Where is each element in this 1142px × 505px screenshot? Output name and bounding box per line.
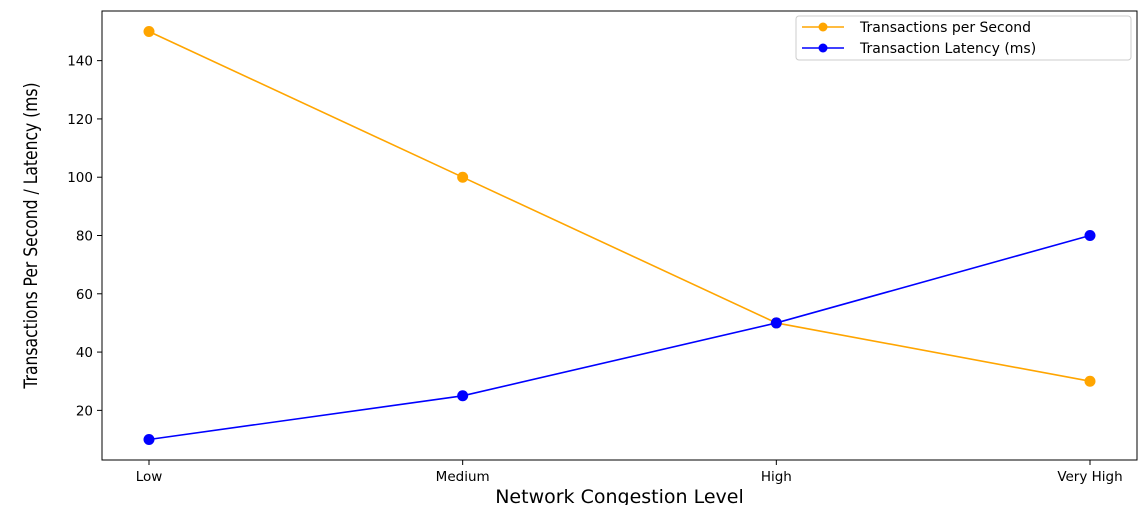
series-transactions-per-second: [143, 25, 1096, 387]
data-point-very-high: [1084, 375, 1096, 387]
data-point-low: [143, 434, 155, 446]
y-tick-label: 20: [76, 403, 93, 419]
data-point-medium: [457, 390, 469, 402]
y-tick-label: 40: [76, 345, 93, 361]
y-tick-label: 60: [76, 287, 93, 303]
y-tick-label: 120: [67, 112, 93, 128]
y-tick-label: 140: [67, 54, 93, 70]
plot-area: [143, 25, 1096, 446]
series-transaction-latency-ms: [143, 230, 1096, 446]
data-point-low: [143, 25, 155, 37]
data-point-very-high: [1084, 230, 1096, 241]
data-point-medium: [457, 171, 469, 183]
series-line: [148, 234, 1091, 441]
legend-frame: [795, 15, 1132, 61]
x-tick-label-medium: Medium: [436, 469, 490, 485]
x-tick-label-very-high: Very High: [1057, 469, 1122, 485]
y-axis-title: Transactions Per Second / Latency (ms): [21, 82, 43, 389]
y-tick-label: 80: [76, 229, 93, 245]
y-tick-label: 100: [67, 170, 93, 186]
legend-swatch-marker: [818, 43, 828, 53]
axes: [101, 10, 1138, 461]
legend-label: Transaction Latency (ms): [859, 41, 1036, 57]
tick-marks: 20 40 60 80 100 120 140 Low Medium High Very High: [67, 54, 1122, 485]
legend-label: Transactions per Second: [859, 20, 1031, 36]
legend-item-transactions-per-second: Transactions per Second: [802, 20, 1031, 36]
legend-item-transaction-latency: Transaction Latency (ms): [802, 41, 1036, 57]
x-tick-label-high: High: [761, 469, 792, 485]
x-tick-label-low: Low: [136, 469, 163, 485]
plot-frame: [101, 10, 1138, 461]
series-line: [148, 30, 1091, 383]
legend: Transactions per Second Transaction Late…: [795, 15, 1132, 61]
x-axis-title: Network Congestion Level: [495, 486, 744, 505]
data-point-high: [770, 317, 782, 329]
legend-swatch-marker: [818, 22, 828, 32]
